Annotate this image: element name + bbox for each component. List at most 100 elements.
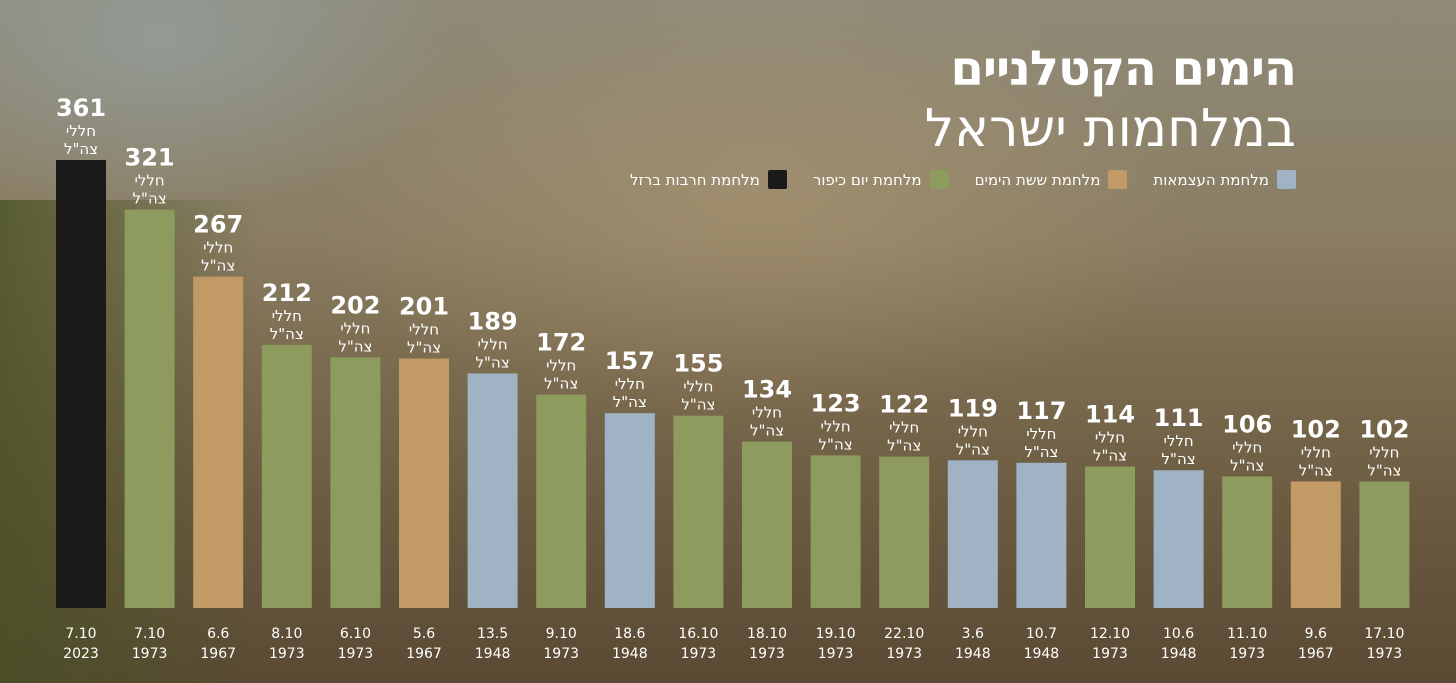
data-label-unit: צה"ל — [407, 339, 441, 357]
bar — [56, 160, 106, 608]
data-label-unit: חללי — [1026, 425, 1056, 443]
data-label-unit: צה"ל — [338, 337, 372, 355]
data-label-value: 267 — [193, 211, 243, 239]
data-label-unit: צה"ל — [887, 437, 921, 455]
data-label-value: 106 — [1222, 410, 1272, 438]
bar — [604, 413, 655, 608]
x-tick-label-day: 7.10 — [134, 626, 165, 642]
data-label-unit: חללי — [1232, 438, 1262, 456]
legend-item-1948: מלחמת העצמאות — [1153, 170, 1296, 189]
data-label-value: 111 — [1154, 404, 1204, 432]
data-label-unit: חללי — [340, 319, 370, 337]
chart-title: הימים הקטלניים במלחמות ישראל — [924, 40, 1297, 160]
x-tick-label-year: 1948 — [1024, 646, 1060, 662]
x-tick-label-year: 1973 — [886, 646, 922, 662]
x-tick-label-day: 7.10 — [65, 626, 96, 642]
bar — [261, 344, 312, 608]
data-label-unit: צה"ל — [1024, 443, 1058, 461]
data-label-unit: חללי — [683, 378, 713, 396]
data-label-unit: צה"ל — [133, 190, 167, 208]
bar — [879, 456, 930, 608]
x-tick-label-day: 19.10 — [816, 626, 856, 642]
data-label-unit: חללי — [477, 335, 507, 353]
data-label-unit: צה"ל — [1162, 450, 1196, 468]
data-label-value: 117 — [1016, 397, 1066, 425]
legend-swatch-2023 — [767, 170, 787, 189]
title-line-1: הימים הקטלניים — [950, 41, 1297, 97]
data-label-unit: צה"ל — [956, 440, 990, 458]
data-label-unit: צה"ל — [613, 393, 647, 411]
legend-swatch-1967 — [1108, 170, 1128, 189]
x-tick-label-year: 1973 — [1367, 646, 1403, 662]
x-tick-label-year: 1973 — [132, 646, 168, 662]
x-tick-label-year: 1948 — [612, 646, 648, 662]
bar — [810, 455, 861, 608]
data-label-unit: צה"ל — [1093, 447, 1127, 465]
data-label-value: 212 — [262, 279, 312, 307]
data-label-unit: צה"ל — [64, 140, 98, 158]
bar — [1153, 470, 1204, 608]
bar — [1016, 462, 1067, 608]
data-label-unit: צה"ל — [750, 422, 784, 440]
data-label-value: 123 — [811, 389, 861, 417]
legend-label-2023: מלחמת חרבות ברזל — [630, 170, 760, 189]
data-label-value: 114 — [1085, 401, 1135, 429]
bar — [536, 394, 587, 608]
legend-label-1973: מלחמת יום כיפור — [812, 170, 922, 189]
x-tick-label-year: 1973 — [681, 646, 717, 662]
bar — [399, 358, 449, 608]
data-label-value: 202 — [330, 291, 380, 319]
x-tick-label-year: 1973 — [338, 646, 374, 662]
data-label-unit: חללי — [615, 375, 645, 393]
bar — [1085, 466, 1135, 608]
title-line-2: במלחמות ישראל — [924, 99, 1296, 159]
x-tick-label-day: 6.6 — [207, 626, 229, 642]
data-label-unit: צה"ל — [476, 353, 510, 371]
x-tick-label-day: 12.10 — [1090, 626, 1130, 642]
legend-item-1967: מלחמת ששת הימים — [975, 170, 1128, 189]
x-tick-label-day: 17.10 — [1364, 626, 1404, 642]
data-label-unit: צה"ל — [270, 325, 304, 343]
bar — [467, 373, 518, 608]
x-tick-label-day: 10.6 — [1163, 626, 1194, 642]
x-tick-label-year: 2023 — [63, 646, 99, 662]
bar — [947, 460, 998, 608]
bar — [124, 209, 175, 608]
x-tick-label-year: 1948 — [1161, 646, 1197, 662]
x-tick-label-year: 1967 — [406, 646, 442, 662]
data-label-unit: חללי — [958, 422, 988, 440]
bar — [193, 276, 244, 608]
data-label-unit: חללי — [546, 357, 576, 375]
x-tick-label-day: 11.10 — [1227, 626, 1267, 642]
data-label-unit: צה"ל — [819, 435, 853, 453]
bar — [673, 415, 724, 608]
data-label-value: 201 — [399, 293, 449, 321]
x-tick-label-day: 9.10 — [546, 626, 577, 642]
legend-label-1948: מלחמת העצמאות — [1153, 170, 1269, 189]
bar — [1222, 476, 1273, 608]
x-tick-label-year: 1973 — [543, 646, 579, 662]
data-label-unit: צה"ל — [681, 396, 715, 414]
data-label-value: 361 — [56, 94, 106, 122]
data-label-value: 119 — [948, 394, 998, 422]
legend-label-1967: מלחמת ששת הימים — [974, 170, 1101, 189]
x-tick-label-day: 5.6 — [413, 626, 435, 642]
x-tick-label-day: 10.7 — [1026, 626, 1057, 642]
x-tick-label-day: 13.5 — [477, 626, 508, 642]
data-label-unit: חללי — [1301, 443, 1331, 461]
data-label-unit: חללי — [203, 239, 233, 257]
bar — [742, 441, 792, 608]
data-label-value: 134 — [742, 376, 792, 404]
data-label-unit: חללי — [889, 419, 919, 437]
legend: מלחמת העצמאות מלחמת ששת הימים מלחמת יום … — [630, 170, 1296, 189]
x-tick-label-day: 22.10 — [884, 626, 924, 642]
data-label-value: 155 — [673, 350, 723, 378]
data-label-unit: חללי — [752, 404, 782, 422]
data-label-value: 102 — [1291, 415, 1341, 443]
data-label-unit: צה"ל — [1299, 461, 1333, 479]
legend-swatch-1948 — [1277, 170, 1296, 189]
x-tick-label-year: 1973 — [1092, 646, 1128, 662]
data-label-unit: חללי — [1095, 429, 1125, 447]
x-tick-label-year: 1973 — [749, 646, 785, 662]
x-tick-label-day: 8.10 — [271, 626, 302, 642]
